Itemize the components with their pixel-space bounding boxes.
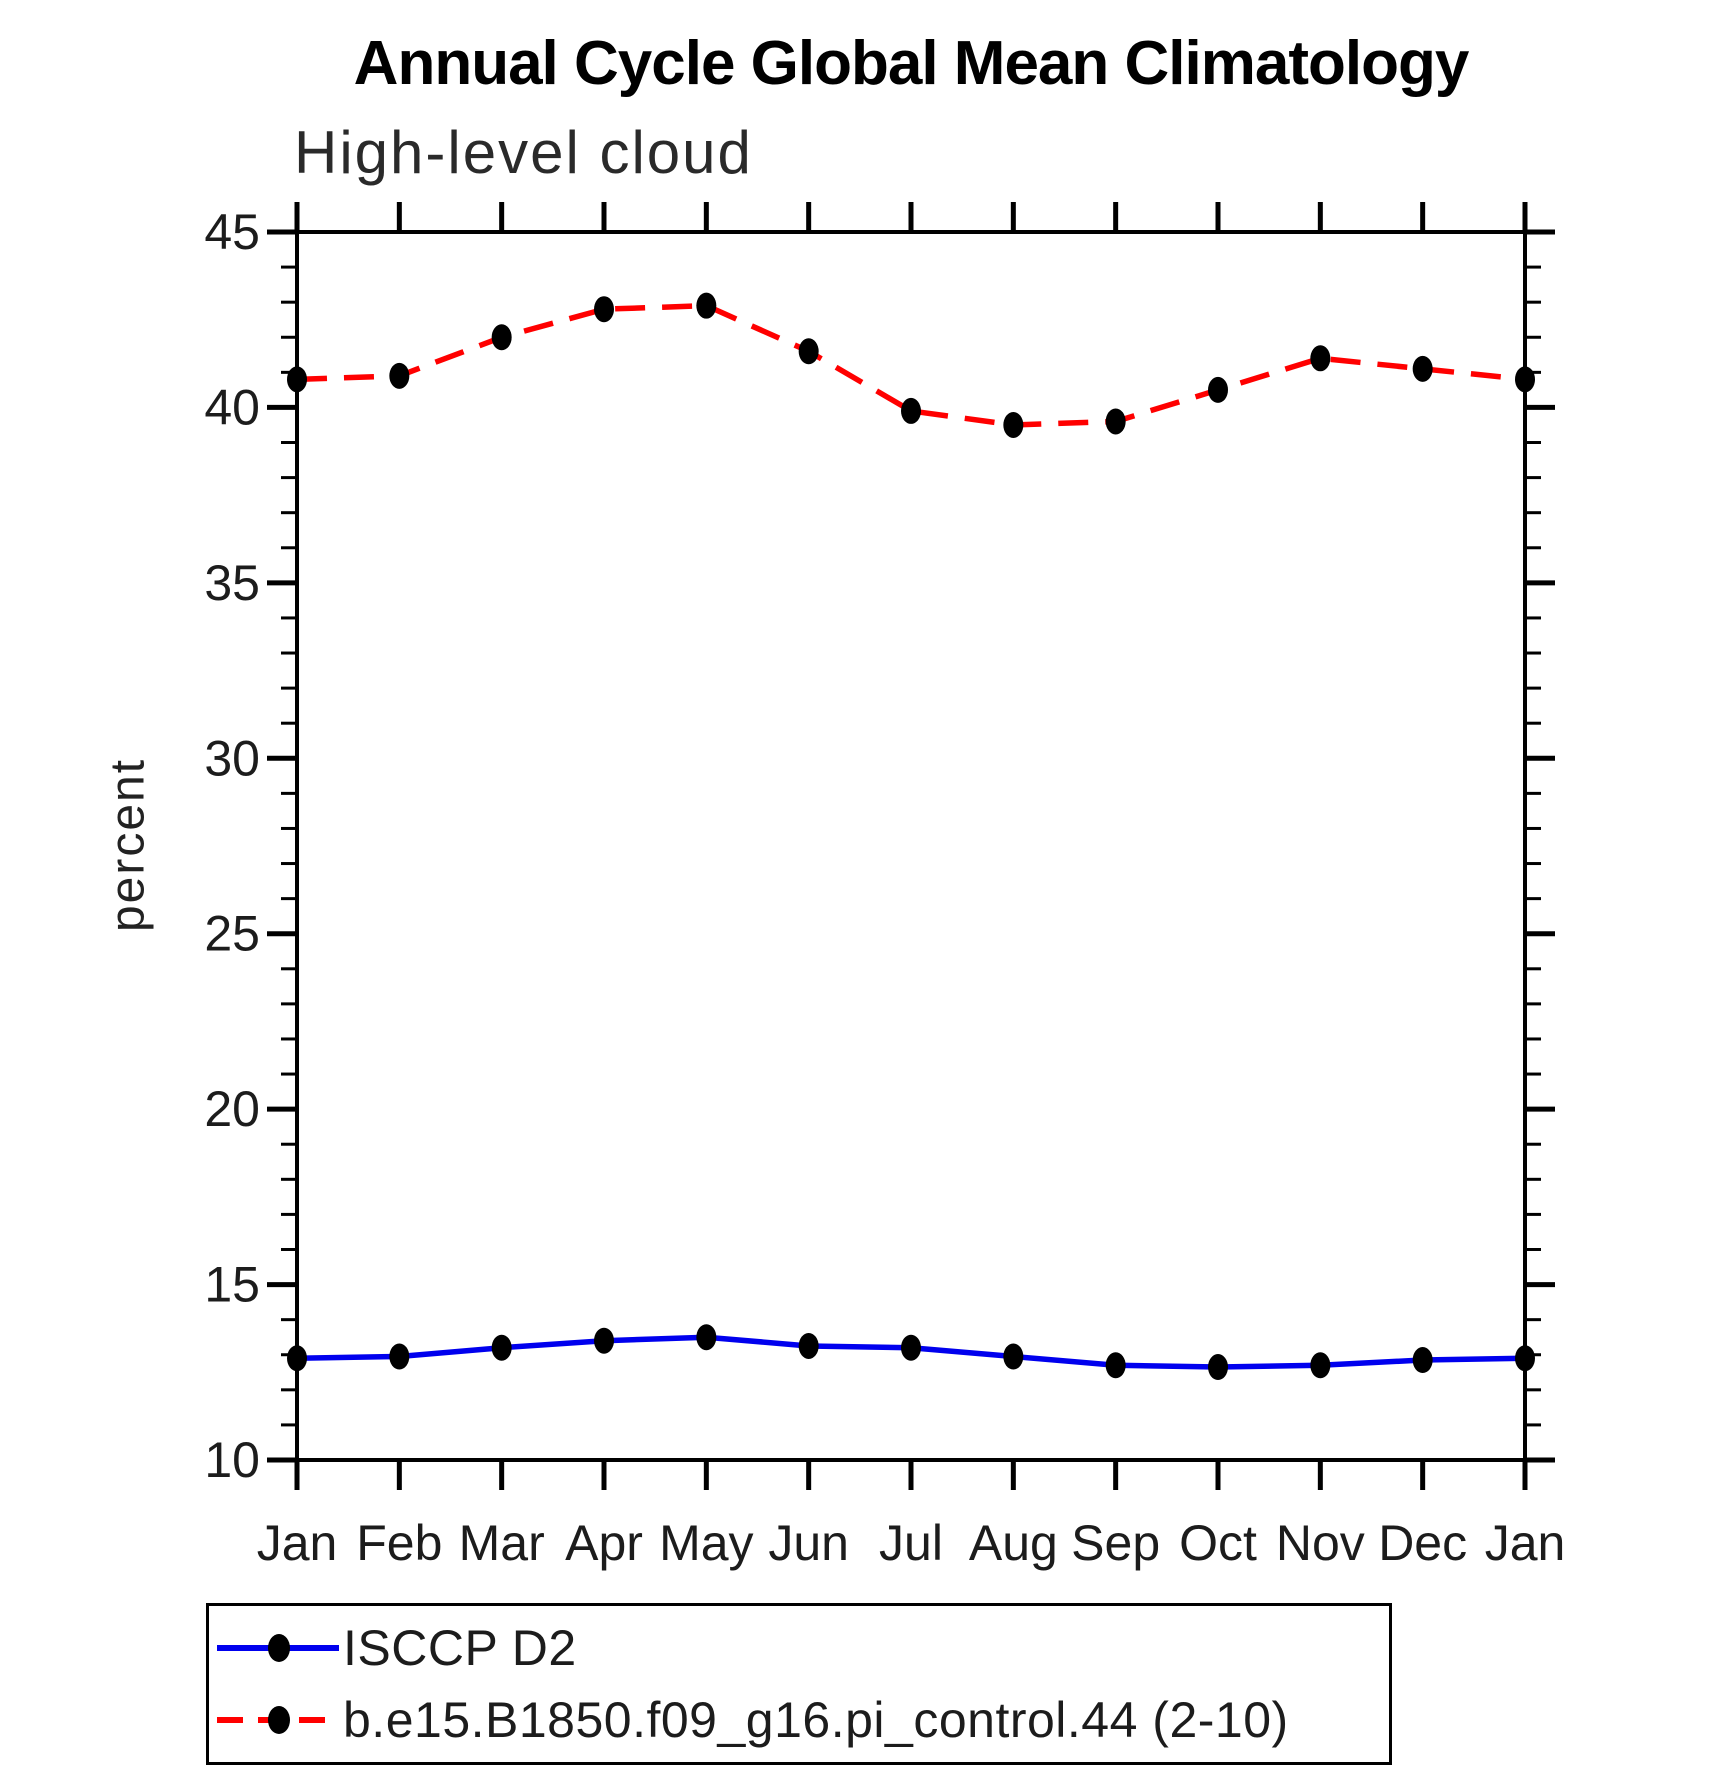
data-point-series-1	[1003, 411, 1024, 438]
data-point-series-0	[491, 1334, 512, 1361]
x-tick-label: Apr	[565, 1515, 643, 1571]
y-tick-label: 30	[204, 730, 260, 786]
y-tick-label: 15	[204, 1257, 260, 1313]
data-point-series-0	[1310, 1352, 1331, 1379]
x-tick-label: Jan	[257, 1515, 338, 1571]
x-tick-label: Jun	[768, 1515, 849, 1571]
legend-box: ISCCP D2 b.e15.B1850.f09_g16.pi_control.4…	[206, 1603, 1392, 1765]
data-point-series-1	[1310, 345, 1331, 372]
data-point-series-1	[491, 324, 512, 351]
legend-marker-1	[268, 1705, 290, 1734]
legend-line-sample-0	[217, 1634, 339, 1663]
x-tick-label: Dec	[1378, 1515, 1467, 1571]
data-point-series-0	[1515, 1345, 1535, 1372]
y-tick-label: 20	[204, 1081, 260, 1137]
y-tick-label: 35	[204, 555, 260, 611]
legend-item-0: ISCCP D2	[213, 1619, 1389, 1677]
y-tick-label: 10	[204, 1432, 260, 1488]
x-tick-label: Jan	[1485, 1515, 1566, 1571]
legend-label-0: ISCCP D2	[343, 1620, 577, 1677]
data-point-series-0	[798, 1332, 819, 1359]
data-point-series-1	[901, 397, 921, 424]
x-tick-label: Oct	[1179, 1515, 1257, 1571]
data-point-series-0	[1105, 1352, 1126, 1379]
data-point-series-0	[1003, 1343, 1024, 1370]
data-point-series-1	[798, 338, 819, 365]
data-point-series-0	[901, 1334, 921, 1361]
data-point-series-1	[1515, 366, 1535, 393]
legend-line-sample-1	[217, 1705, 339, 1734]
data-point-series-1	[594, 296, 614, 323]
data-point-series-0	[287, 1345, 307, 1372]
chart-title: Annual Cycle Global Mean Climatology	[353, 29, 1470, 98]
chart-subtitle: High-level cloud	[294, 119, 753, 186]
data-point-series-1	[1208, 376, 1228, 403]
data-point-series-0	[594, 1327, 614, 1354]
data-point-series-1	[696, 292, 717, 319]
y-tick-label: 40	[204, 379, 260, 435]
x-tick-label: May	[659, 1515, 753, 1571]
y-tick-label: 45	[204, 204, 260, 260]
data-point-series-1	[389, 362, 410, 389]
x-tick-label: Sep	[1071, 1515, 1160, 1571]
x-tick-label: Mar	[459, 1515, 545, 1571]
x-tick-label: Aug	[969, 1515, 1058, 1571]
data-point-series-1	[287, 366, 307, 393]
data-point-series-0	[1208, 1354, 1228, 1381]
data-point-series-1	[1412, 355, 1433, 382]
data-point-series-0	[1412, 1347, 1433, 1374]
legend-marker-0	[268, 1634, 290, 1663]
legend-label-1: b.e15.B1850.f09_g16.pi_control.44 (2-10)	[343, 1691, 1289, 1748]
x-tick-label: Feb	[356, 1515, 442, 1571]
x-tick-label: Nov	[1276, 1515, 1365, 1571]
data-point-series-0	[389, 1343, 410, 1370]
y-tick-label: 25	[204, 906, 260, 962]
data-point-series-1	[1105, 408, 1126, 435]
x-tick-label: Jul	[879, 1515, 943, 1571]
legend-item-1: b.e15.B1850.f09_g16.pi_control.44 (2-10)	[213, 1691, 1389, 1749]
data-point-series-0	[696, 1324, 717, 1351]
